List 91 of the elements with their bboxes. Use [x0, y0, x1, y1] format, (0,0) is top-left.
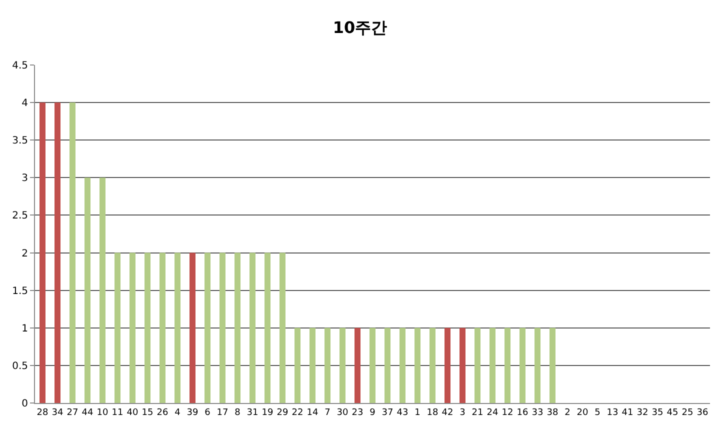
x-tick-label: 45 — [666, 408, 678, 418]
x-tick-label: 7 — [324, 408, 330, 418]
x-tick-label: 27 — [66, 408, 78, 418]
bar — [70, 102, 76, 403]
x-tick-label: 34 — [52, 408, 64, 418]
y-tick-label: 3.5 — [12, 136, 28, 147]
bar — [220, 252, 226, 403]
x-tick-label: 6 — [204, 408, 211, 418]
bar — [460, 328, 466, 403]
bar — [520, 328, 526, 403]
bar — [430, 328, 436, 403]
y-tick-label: 1 — [22, 323, 28, 334]
bar — [504, 328, 510, 403]
bar — [400, 328, 406, 403]
bar — [250, 252, 256, 403]
bar — [280, 252, 286, 403]
y-tick-label: 0 — [22, 398, 28, 410]
x-tick-label: 23 — [352, 408, 364, 418]
x-tick-label: 8 — [234, 408, 241, 418]
x-tick-label: 36 — [696, 408, 708, 418]
x-tick-label: 32 — [636, 408, 648, 418]
bar — [264, 252, 270, 403]
y-tick-label: 2 — [22, 248, 28, 260]
bar — [340, 328, 346, 403]
x-tick-label: 13 — [606, 408, 618, 418]
x-tick-label: 21 — [472, 408, 484, 418]
x-tick-label: 11 — [112, 408, 124, 418]
chart-title: 10주간 — [332, 18, 388, 37]
y-tick-label: 1.5 — [12, 286, 28, 297]
bar — [160, 252, 166, 403]
x-tick-label: 35 — [652, 408, 664, 418]
x-tick-label: 2 — [564, 408, 570, 418]
x-tick-label: 40 — [126, 408, 138, 418]
bar — [444, 328, 450, 403]
y-tick-label: 2.5 — [12, 210, 28, 222]
x-tick-label: 9 — [370, 408, 376, 418]
bar — [174, 252, 180, 403]
x-tick-label: 4 — [174, 408, 181, 418]
bar — [190, 252, 196, 403]
x-tick-label: 12 — [502, 408, 514, 418]
bar — [370, 328, 376, 403]
x-tick-label: 26 — [156, 408, 168, 418]
x-tick-label: 31 — [246, 408, 258, 418]
bar — [414, 328, 420, 403]
bar — [84, 178, 90, 403]
x-tick-label: 20 — [576, 408, 588, 418]
x-tick-label: 39 — [186, 408, 198, 418]
x-tick-label: 42 — [442, 408, 454, 418]
x-tick-label: 17 — [216, 408, 228, 418]
x-tick-label: 24 — [486, 408, 498, 418]
x-tick-label: 30 — [336, 408, 348, 418]
x-tick-label: 10 — [96, 408, 108, 418]
x-tick-label: 29 — [276, 408, 288, 418]
x-tick-label: 5 — [594, 408, 600, 418]
bar — [54, 102, 60, 403]
bar — [354, 328, 360, 403]
bar — [550, 328, 556, 403]
bar — [204, 252, 210, 403]
bar — [294, 328, 300, 403]
bar — [384, 328, 390, 403]
bar — [100, 178, 106, 403]
x-tick-label: 1 — [414, 408, 420, 418]
y-tick-label: 4 — [22, 98, 28, 110]
x-tick-label: 28 — [36, 408, 48, 418]
x-tick-label: 14 — [306, 408, 318, 418]
bar — [324, 328, 330, 403]
x-tick-label: 25 — [682, 408, 694, 418]
x-tick-label: 3 — [460, 408, 466, 418]
y-tick-label: 0.5 — [12, 360, 28, 372]
bar — [310, 328, 316, 403]
x-tick-label: 43 — [396, 408, 408, 418]
bar — [130, 252, 136, 403]
bar — [40, 102, 46, 403]
x-tick-label: 33 — [532, 408, 544, 418]
x-tick-label: 37 — [382, 408, 394, 418]
x-tick-label: 19 — [262, 408, 274, 418]
x-tick-label: 16 — [516, 408, 528, 418]
y-tick-label: 3 — [22, 173, 28, 184]
x-tick-label: 18 — [426, 408, 438, 418]
x-tick-label: 15 — [142, 408, 154, 418]
bar — [234, 252, 240, 403]
bar — [144, 252, 150, 403]
x-tick-label: 41 — [622, 408, 634, 418]
bar — [490, 328, 496, 403]
x-tick-label: 22 — [292, 408, 304, 418]
y-tick-label: 4.5 — [12, 60, 28, 72]
bar — [114, 252, 120, 403]
x-tick-label: 44 — [82, 408, 94, 418]
bar — [534, 328, 540, 403]
bar — [474, 328, 480, 403]
x-tick-label: 38 — [546, 408, 558, 418]
